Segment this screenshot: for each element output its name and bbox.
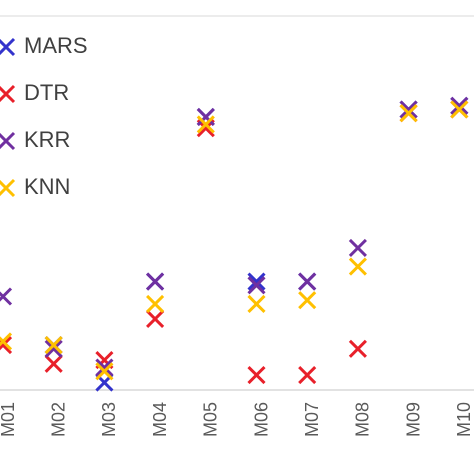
legend-marker-krr: [0, 131, 16, 151]
marker-knn-m10: [450, 100, 469, 119]
legend-label-mars: MARS: [24, 33, 88, 58]
legend-marker-dtr: [0, 84, 16, 104]
data-markers: [0, 96, 469, 392]
marker-krr-m09: [399, 100, 418, 119]
marker-dtr-m07: [298, 365, 317, 385]
marker-knn-m04: [146, 294, 165, 314]
marker-krr-m07: [298, 272, 317, 291]
x-tick-label-m10: M10: [454, 402, 474, 437]
marker-krr-m05: [196, 107, 215, 127]
marker-knn-m06: [247, 294, 266, 314]
legend: MARS DTR KRR KNN: [0, 33, 88, 199]
marker-knn-m03: [95, 362, 114, 381]
x-tick-label-m05: M05: [201, 402, 221, 437]
marker-knn-m01: [0, 332, 13, 351]
marker-knn-m05: [196, 115, 215, 134]
x-tick-label-m02: M02: [48, 402, 68, 437]
marker-dtr-m01: [0, 336, 13, 355]
legend-marker-mars: [0, 37, 16, 57]
legend-label-dtr: DTR: [24, 80, 69, 105]
marker-knn-m09: [399, 104, 418, 123]
legend-label-krr: KRR: [24, 127, 70, 152]
marker-krr-m02: [44, 339, 63, 358]
x-tick-labels: M01 M02 M03 M04 M05 M06 M07 M08 M09 M10: [0, 402, 474, 437]
x-tick-label-m07: M07: [302, 402, 322, 437]
marker-krr-m03: [95, 358, 114, 377]
marker-knn-m08: [348, 257, 367, 276]
marker-knn-m02: [44, 336, 63, 355]
x-tick-label-m08: M08: [353, 402, 373, 437]
marker-krr-m08: [348, 238, 367, 257]
marker-dtr-m02: [44, 354, 63, 373]
x-tick-label-m01: M01: [0, 402, 18, 437]
marker-dtr-m06: [247, 365, 266, 385]
marker-dtr-m08: [348, 339, 367, 358]
x-tick-label-m06: M06: [251, 402, 271, 437]
legend-marker-knn: [0, 178, 16, 198]
marker-dtr-m04: [146, 309, 165, 329]
marker-mars-m06: [247, 272, 266, 291]
marker-knn-m07: [298, 291, 317, 310]
marker-krr-m01: [0, 287, 13, 306]
marker-krr-m04: [146, 272, 165, 291]
x-tick-label-m09: M09: [403, 402, 423, 437]
marker-krr-m06: [247, 276, 266, 295]
x-tick-label-m03: M03: [99, 402, 119, 437]
legend-label-knn: KNN: [24, 174, 70, 199]
marker-krr-m10: [450, 96, 469, 115]
x-tick-label-m04: M04: [150, 402, 170, 437]
